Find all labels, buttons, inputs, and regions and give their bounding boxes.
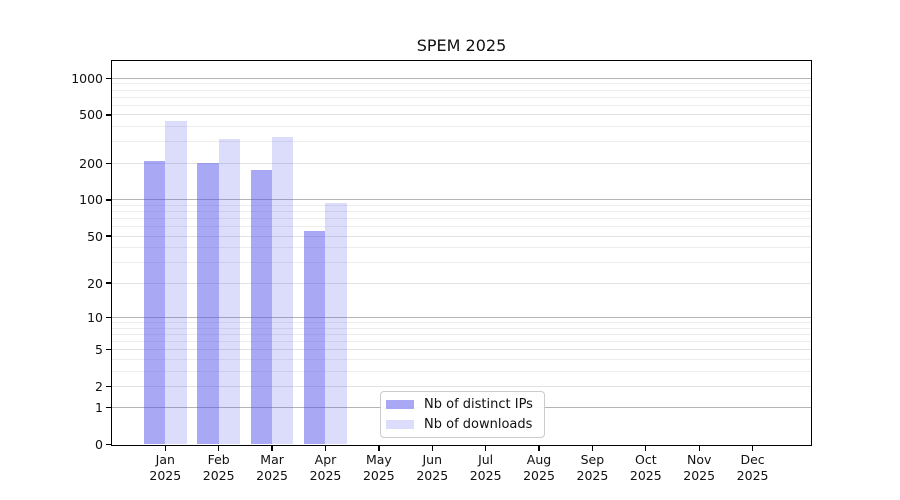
x-tick-label: Mar 2025 bbox=[256, 452, 288, 483]
x-tick-label: Aug 2025 bbox=[523, 452, 555, 483]
y-tick-mark bbox=[105, 114, 112, 116]
y-tick-label: 1 bbox=[95, 400, 103, 416]
legend-swatch-distinct-ips bbox=[386, 399, 414, 410]
x-tick-mark bbox=[271, 444, 273, 451]
bar-downloads bbox=[165, 120, 187, 445]
y-tick-label: 1000 bbox=[71, 70, 103, 86]
y-gridline-minor bbox=[112, 261, 811, 263]
y-gridline-minor-labeled bbox=[112, 235, 811, 237]
y-gridline-major bbox=[112, 77, 811, 79]
y-tick-mark bbox=[105, 77, 112, 79]
legend-item-distinct-ips: Nb of distinct IPs bbox=[386, 397, 544, 412]
y-gridline-minor bbox=[112, 226, 811, 228]
x-tick-mark bbox=[591, 444, 594, 451]
bar-downloads bbox=[218, 138, 241, 445]
x-tick-mark bbox=[324, 444, 327, 451]
y-gridline-minor bbox=[112, 333, 811, 335]
y-tick-label: 100 bbox=[79, 192, 103, 208]
y-tick-mark bbox=[105, 385, 112, 387]
y-tick-mark bbox=[105, 316, 112, 319]
y-gridline-minor bbox=[112, 211, 811, 213]
y-gridline-minor bbox=[112, 204, 811, 206]
y-tick-label: 10 bbox=[87, 309, 103, 325]
y-gridline-minor-labeled bbox=[112, 349, 811, 351]
legend-label-distinct-ips: Nb of distinct IPs bbox=[424, 397, 533, 412]
x-tick-label: Jul 2025 bbox=[469, 452, 502, 483]
y-tick-label: 200 bbox=[79, 155, 103, 171]
y-tick-mark bbox=[105, 348, 112, 351]
y-tick-mark bbox=[105, 407, 112, 409]
chart-title: SPEM 2025 bbox=[416, 36, 507, 55]
x-tick-mark bbox=[378, 444, 380, 451]
y-gridline-minor bbox=[112, 89, 811, 91]
x-tick-label: Nov 2025 bbox=[683, 452, 716, 483]
y-tick-label: 50 bbox=[87, 228, 103, 244]
x-tick-mark bbox=[645, 444, 647, 451]
y-gridline-minor bbox=[112, 83, 811, 85]
x-tick-label: Jan 2025 bbox=[149, 452, 182, 483]
x-tick-mark bbox=[698, 444, 700, 451]
legend: Nb of distinct IPs Nb of downloads bbox=[380, 391, 545, 438]
y-gridline-minor-labeled bbox=[112, 162, 811, 164]
y-tick-label: 2 bbox=[95, 378, 103, 394]
y-gridline-minor bbox=[112, 104, 811, 106]
y-gridline-minor bbox=[112, 321, 811, 323]
bar-distinct-ips bbox=[143, 160, 166, 445]
y-tick-label: 0 bbox=[95, 437, 103, 452]
x-tick-mark bbox=[218, 444, 220, 451]
y-gridline-minor-labeled bbox=[112, 114, 811, 116]
y-gridline-minor bbox=[112, 358, 811, 360]
legend-label-downloads: Nb of downloads bbox=[424, 417, 533, 432]
bar-downloads bbox=[325, 202, 347, 445]
x-tick-mark bbox=[164, 444, 166, 451]
y-gridline-major bbox=[112, 199, 811, 201]
bar-downloads bbox=[272, 136, 294, 445]
x-tick-label: Apr 2025 bbox=[309, 452, 342, 483]
legend-item-downloads: Nb of downloads bbox=[386, 417, 544, 432]
y-gridline-minor-labeled bbox=[112, 385, 811, 387]
x-tick-label: Oct 2025 bbox=[629, 452, 662, 483]
bar-distinct-ips bbox=[250, 170, 273, 445]
x-tick-mark bbox=[751, 444, 754, 451]
y-gridline-minor bbox=[112, 96, 811, 98]
y-gridline-minor bbox=[112, 247, 811, 249]
x-tick-label: May 2025 bbox=[362, 452, 395, 483]
x-tick-label: Jun 2025 bbox=[416, 452, 449, 483]
y-gridline-minor bbox=[112, 370, 811, 372]
x-tick-mark bbox=[538, 444, 540, 451]
y-tick-label: 500 bbox=[79, 107, 103, 123]
bar-distinct-ips bbox=[197, 163, 219, 445]
x-tick-label: Feb 2025 bbox=[202, 452, 235, 483]
y-gridline-minor bbox=[112, 340, 811, 342]
x-tick-label: Dec 2025 bbox=[736, 452, 769, 483]
y-gridline-major bbox=[112, 316, 811, 318]
bar-distinct-ips bbox=[304, 231, 326, 445]
y-gridline-minor bbox=[112, 141, 811, 143]
y-tick-mark bbox=[105, 235, 112, 237]
x-tick-mark bbox=[484, 444, 487, 451]
y-tick-label: 20 bbox=[87, 275, 103, 291]
y-tick-mark bbox=[105, 443, 112, 446]
y-gridline-minor bbox=[112, 218, 811, 220]
y-tick-mark bbox=[105, 282, 112, 284]
y-tick-mark bbox=[105, 162, 112, 165]
y-gridline-minor-labeled bbox=[112, 282, 811, 284]
x-tick-label: Sep 2025 bbox=[576, 452, 609, 483]
x-tick-mark bbox=[431, 444, 433, 451]
y-gridline-minor bbox=[112, 126, 811, 128]
y-gridline-minor bbox=[112, 327, 811, 329]
y-tick-mark bbox=[105, 199, 112, 201]
y-tick-label: 5 bbox=[95, 342, 103, 358]
legend-swatch-downloads bbox=[386, 419, 414, 430]
